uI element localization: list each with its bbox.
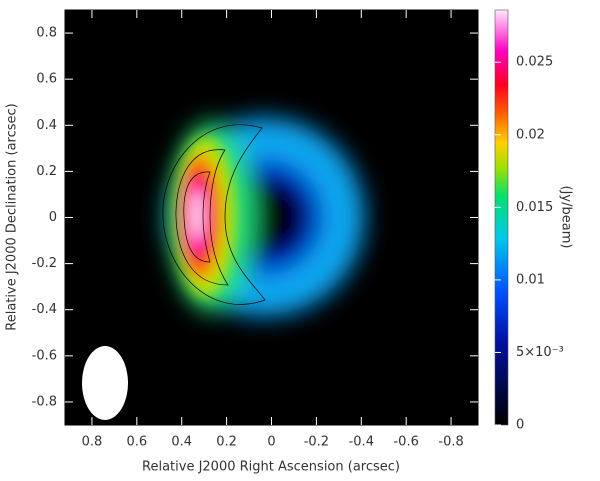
x-tick-label: -0.6: [393, 435, 418, 450]
y-tick-label: 0.6: [36, 72, 57, 87]
y-axis-label: Relative J2000 Declination (arcsec): [5, 103, 20, 330]
x-axis-label: Relative J2000 Right Ascension (arcsec): [142, 460, 400, 475]
y-tick-label: -0.6: [32, 348, 57, 363]
x-tick-label: -0.4: [349, 435, 374, 450]
beam: [82, 346, 128, 420]
x-tick-label: 0.6: [126, 435, 147, 450]
y-tick-label: -0.8: [32, 394, 57, 409]
x-tick-label: -0.2: [304, 435, 329, 450]
colorbar-tick-label: 0.025: [516, 55, 553, 70]
x-tick-label: 0: [267, 435, 275, 450]
y-tick-label: 0.8: [36, 26, 57, 41]
colorbar-tick-label: 0.02: [516, 127, 545, 142]
colorbar-tick-label: 5×10⁻³: [516, 345, 564, 360]
colorbar-tick-label: 0.015: [516, 200, 553, 215]
colorbar-tick-label: 0.01: [516, 272, 545, 287]
image: [65, 10, 478, 425]
x-tick-label: 0.8: [82, 435, 103, 450]
x-tick-label: 0.4: [171, 435, 192, 450]
colorbar-label: (Jy/beam): [559, 186, 574, 249]
y-tick-label: 0.4: [36, 118, 57, 133]
colorbar-tick-label: 0: [516, 418, 524, 433]
x-tick-label: 0.2: [216, 435, 237, 450]
y-tick-label: -0.2: [32, 256, 57, 271]
y-tick-label: -0.4: [32, 302, 57, 317]
colorbar: [494, 9, 509, 426]
y-tick-label: 0.2: [36, 164, 57, 179]
y-tick-label: 0: [49, 210, 57, 225]
x-tick-label: -0.8: [438, 435, 463, 450]
